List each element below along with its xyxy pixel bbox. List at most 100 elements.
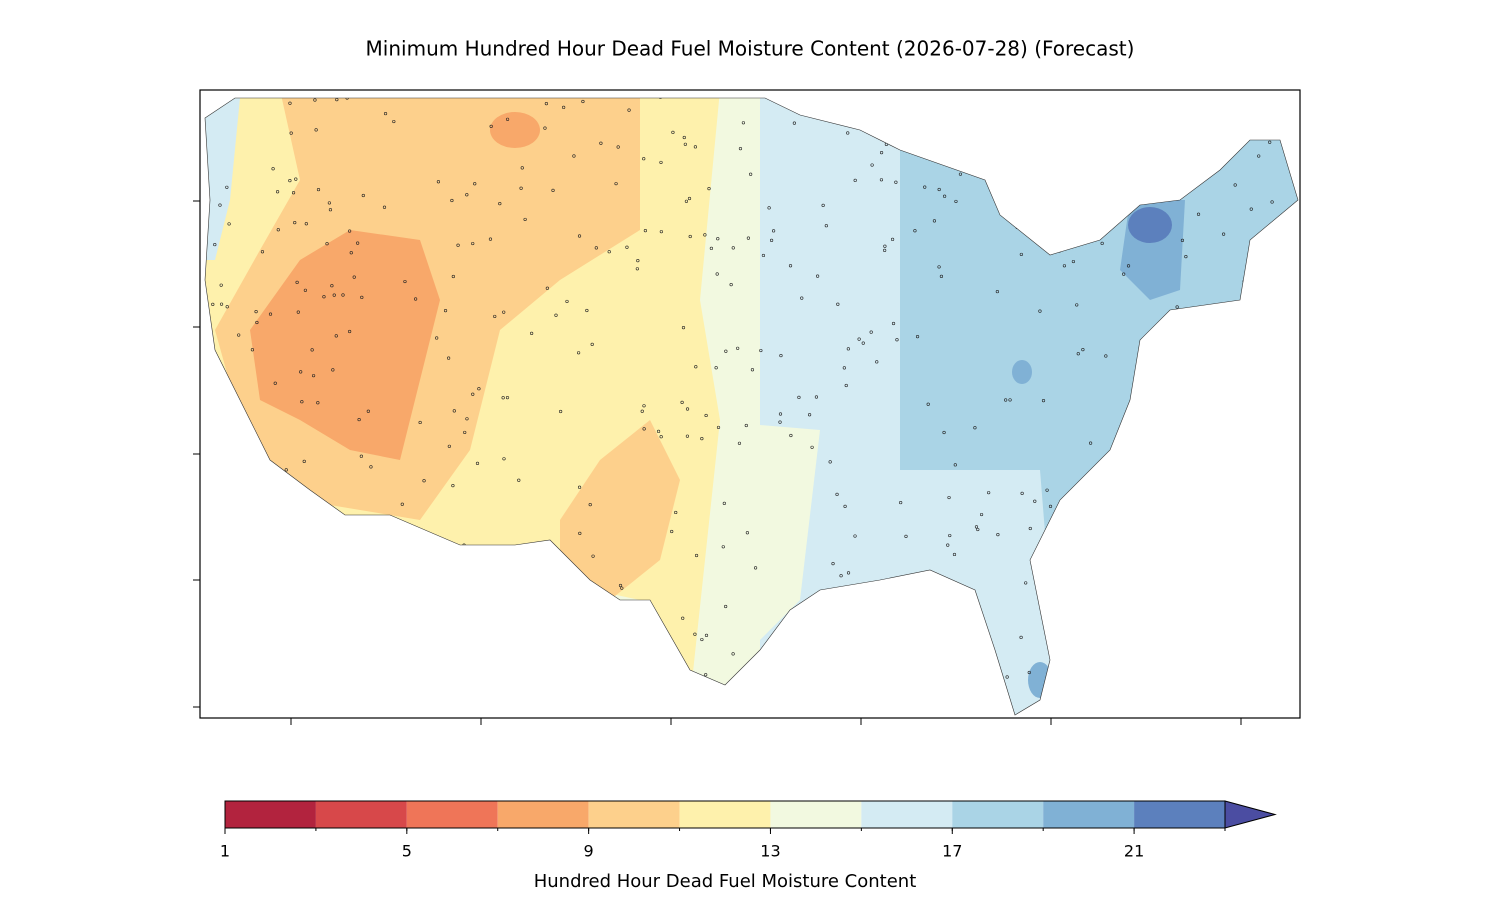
station xyxy=(921,639,925,643)
station xyxy=(913,229,917,233)
station xyxy=(328,208,333,212)
station xyxy=(260,250,265,254)
station xyxy=(813,601,817,605)
station xyxy=(1277,379,1281,383)
colorbar-bin xyxy=(497,801,589,828)
station xyxy=(403,279,407,284)
station xyxy=(356,241,360,245)
station xyxy=(1080,569,1084,573)
us-outline xyxy=(204,97,1299,716)
fuel-moisture-region xyxy=(700,420,820,700)
station xyxy=(291,191,296,195)
station xyxy=(225,305,229,309)
station xyxy=(383,111,388,116)
station xyxy=(923,185,927,189)
fuel-moisture-region xyxy=(205,98,240,260)
station xyxy=(471,241,475,246)
station xyxy=(640,409,644,413)
station xyxy=(836,302,840,306)
station xyxy=(502,310,506,314)
station xyxy=(1166,537,1170,541)
station xyxy=(345,602,349,607)
station xyxy=(544,101,548,106)
station xyxy=(1109,708,1114,712)
station xyxy=(642,157,646,161)
station xyxy=(788,264,793,268)
station xyxy=(230,466,235,470)
station xyxy=(642,404,646,408)
station xyxy=(688,234,692,239)
station xyxy=(1133,108,1137,112)
station xyxy=(976,527,980,532)
station xyxy=(937,265,941,269)
station xyxy=(307,579,311,583)
station xyxy=(385,709,390,713)
map-title: Minimum Hundred Hour Dead Fuel Moisture … xyxy=(366,37,1135,61)
station xyxy=(973,98,977,101)
station xyxy=(336,588,340,592)
station xyxy=(216,583,220,587)
colorbar-bin xyxy=(770,801,862,828)
station xyxy=(231,678,235,682)
station xyxy=(1019,635,1023,639)
station xyxy=(359,454,363,458)
station xyxy=(207,564,211,569)
station xyxy=(316,401,320,405)
station xyxy=(1104,354,1108,358)
station xyxy=(681,616,685,620)
station xyxy=(383,91,386,94)
station xyxy=(565,299,569,304)
station xyxy=(807,413,812,417)
station xyxy=(642,427,646,431)
station xyxy=(789,611,793,615)
station xyxy=(670,668,675,672)
station xyxy=(1260,591,1265,595)
station xyxy=(1205,162,1209,166)
station xyxy=(331,368,335,372)
station xyxy=(271,167,275,171)
station xyxy=(831,562,835,566)
station xyxy=(1126,264,1131,268)
station xyxy=(731,246,735,250)
station xyxy=(883,244,887,248)
station xyxy=(255,320,259,325)
station xyxy=(578,531,582,535)
station xyxy=(422,479,426,483)
colorbar-extension xyxy=(1224,800,1277,829)
station xyxy=(569,674,574,678)
station xyxy=(588,503,592,507)
station xyxy=(846,131,850,135)
station xyxy=(450,198,454,203)
station xyxy=(974,525,979,529)
station xyxy=(284,468,288,472)
station xyxy=(974,610,978,615)
station xyxy=(759,348,763,353)
station xyxy=(738,147,743,151)
station xyxy=(769,238,774,242)
station xyxy=(704,413,708,418)
station xyxy=(1215,342,1219,346)
station xyxy=(694,553,699,558)
station xyxy=(435,336,439,340)
station xyxy=(585,308,589,313)
station xyxy=(523,217,527,222)
colorbar-bin xyxy=(861,801,953,828)
station xyxy=(499,711,503,715)
station xyxy=(254,310,258,314)
station xyxy=(1068,174,1072,178)
station xyxy=(309,638,313,643)
station xyxy=(991,660,996,664)
station xyxy=(448,683,452,687)
station xyxy=(890,237,895,241)
station xyxy=(1087,593,1091,597)
station xyxy=(594,246,598,250)
station xyxy=(489,124,493,129)
station xyxy=(530,331,534,335)
station xyxy=(1198,562,1202,567)
station xyxy=(659,230,663,234)
station xyxy=(1261,94,1264,97)
station xyxy=(349,251,353,255)
station xyxy=(716,237,720,241)
station xyxy=(684,199,689,203)
station xyxy=(330,654,334,658)
